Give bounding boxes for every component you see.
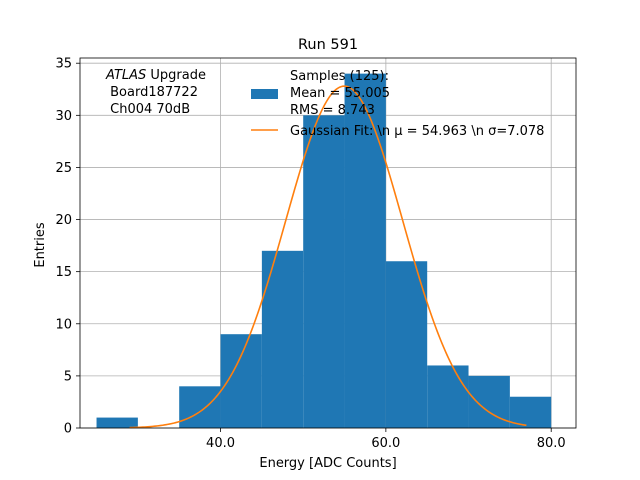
x-tick-label-0: 40.0 (206, 436, 235, 451)
plot-frame (79, 57, 577, 429)
experiment-annotation: ATLAS Upgrade Board187722 Ch004 70dB (105, 68, 206, 117)
chart-title: Run 591 (298, 37, 358, 53)
legend-samples-line-0: Samples (125): (290, 69, 389, 84)
y-tick-label-5: 25 (55, 161, 72, 176)
axis-ticks: 40.0 60.0 80.0 0 5 10 15 20 25 30 35 (55, 57, 565, 451)
y-tick-label-2: 10 (55, 317, 72, 332)
y-tick-label-1: 5 (64, 369, 72, 384)
axes-frame (79, 57, 577, 429)
histogram-bar-0 (96, 417, 138, 428)
y-tick-label-7: 35 (55, 57, 72, 72)
annotation-line-2: Board187722 (106, 85, 198, 100)
x-axis-label: Energy [ADC Counts] (259, 456, 396, 471)
histogram-bar-2 (179, 386, 221, 428)
gaussian-fit-curve (129, 85, 527, 429)
histogram-bar-8 (427, 365, 469, 428)
y-axis-label: Entries (33, 222, 48, 268)
y-tick-label-0: 0 (64, 422, 72, 437)
x-tick-label-1: 60.0 (371, 436, 400, 451)
annotation-line-1: ATLAS Upgrade (105, 68, 206, 83)
histogram-bar-4 (261, 250, 304, 428)
y-tick-label-4: 20 (55, 213, 72, 228)
histogram-bar-5 (303, 115, 345, 428)
legend-samples-swatch (251, 89, 278, 99)
y-tick-label-3: 15 (55, 265, 72, 280)
histogram-bar-6 (344, 73, 386, 429)
legend-samples-line-1: Mean = 55.005 (290, 86, 390, 101)
x-tick-label-2: 80.0 (537, 436, 566, 451)
legend: Samples (125): Mean = 55.005 RMS = 8.743… (251, 69, 544, 139)
annotation-line-3: Ch004 70dB (106, 102, 190, 117)
histogram-bar-7 (385, 261, 428, 428)
y-tick-label-6: 30 (55, 109, 72, 124)
legend-samples-line-2: RMS = 8.743 (290, 103, 375, 118)
gaussian-fit-layer (129, 85, 527, 429)
legend-fit-label: Gaussian Fit: \n μ = 54.963 \n σ=7.078 (290, 124, 544, 139)
